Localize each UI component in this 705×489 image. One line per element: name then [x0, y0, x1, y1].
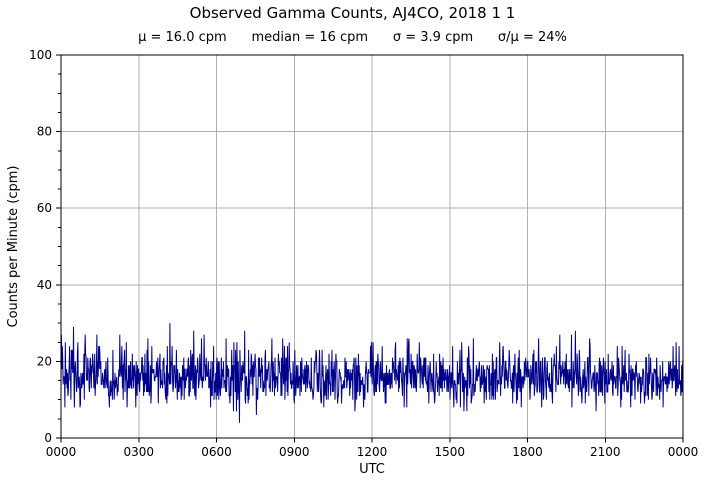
y-tick-label: 20 [37, 354, 52, 368]
y-tick-label: 100 [29, 48, 52, 62]
x-tick-label: 0900 [279, 445, 310, 459]
x-tick-label: 1200 [357, 445, 388, 459]
x-tick-label: 0000 [668, 445, 699, 459]
x-tick-label: 2100 [590, 445, 621, 459]
x-tick-label: 0600 [201, 445, 232, 459]
x-tick-label: 0300 [123, 445, 154, 459]
chart-subtitle-stats: μ = 16.0 cpm median = 16 cpm σ = 3.9 cpm… [138, 30, 567, 45]
y-tick-label: 80 [37, 125, 52, 139]
y-tick-label: 60 [37, 201, 52, 215]
y-tick-label: 40 [37, 278, 52, 292]
series-line-observed-gamma-counts [60, 323, 684, 423]
tick-labels: 0 20 40 60 80 100 0000 0300 0600 0900 1200 1500 1800… [29, 48, 698, 459]
y-tick-label: 0 [44, 431, 52, 445]
x-tick-label: 1800 [512, 445, 543, 459]
x-axis-label: UTC [359, 462, 385, 477]
x-tick-label: 1500 [434, 445, 465, 459]
axis-ticks [56, 54, 684, 443]
x-tick-label: 0000 [46, 445, 77, 459]
chart-title: Observed Gamma Counts, AJ4CO, 2018 1 1 [189, 4, 516, 22]
